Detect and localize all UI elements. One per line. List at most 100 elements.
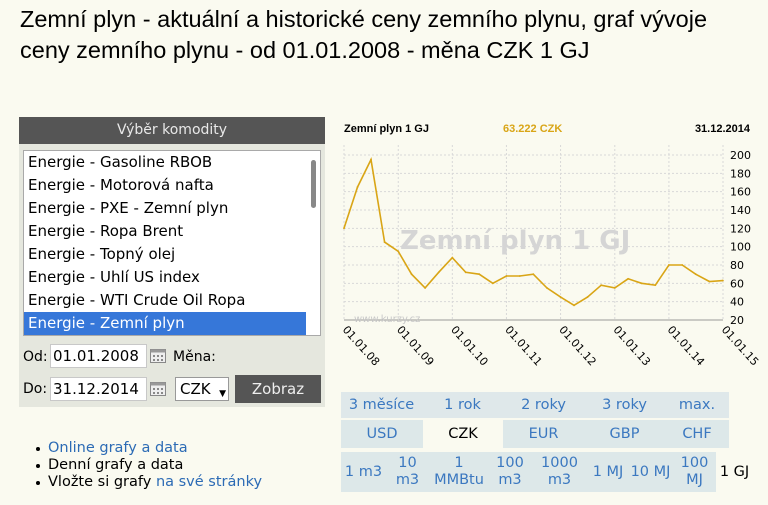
data-point <box>370 158 372 161</box>
y-tick-label: 140 <box>730 204 751 217</box>
chart-last-value: 63.222 CZK <box>503 123 562 135</box>
data-point <box>559 296 562 298</box>
chevron-down-icon: ▼ <box>219 389 226 399</box>
x-tick-label: 01.01.10 <box>448 323 490 368</box>
tab-units[interactable]: 1000 m3 <box>541 455 578 488</box>
data-point <box>694 273 697 276</box>
list-item[interactable]: Energie - Gasoline RBOB <box>28 153 213 171</box>
x-tick-label: 01.01.12 <box>556 323 598 368</box>
data-point <box>437 271 440 274</box>
period-tabs: 3 měsíce 1 rok 2 roky 3 roky max. <box>341 392 729 418</box>
data-point <box>505 275 508 277</box>
commodity-panel: Výběr komodity Energie - Gasoline RBOB En… <box>19 117 325 407</box>
embed-text: Vložte si grafy <box>48 474 152 490</box>
to-date-input[interactable]: 31.12.2014 <box>50 377 147 401</box>
x-tick-label: 01.01.15 <box>719 323 760 368</box>
currency-select[interactable]: CZK ▼ <box>175 377 229 401</box>
tab-currency[interactable]: EUR <box>528 426 559 442</box>
x-tick-label: 01.01.08 <box>340 323 382 368</box>
data-point <box>491 282 494 285</box>
tab-currency[interactable]: CZK <box>423 420 503 448</box>
tab-units[interactable]: 10 m3 <box>395 455 420 488</box>
data-point <box>721 279 724 282</box>
calendar-icon[interactable] <box>150 382 166 396</box>
list-item: Denní grafy a data <box>35 457 262 474</box>
tab-units[interactable]: 100 m3 <box>496 455 524 488</box>
list-item[interactable]: Energie - Motorová nafta <box>28 176 214 194</box>
y-tick-label: 180 <box>730 167 751 180</box>
data-point <box>654 284 657 287</box>
data-point <box>681 264 684 266</box>
tab-units[interactable]: 1 MJ <box>592 463 624 480</box>
y-tick-label: 100 <box>730 241 751 254</box>
data-point <box>546 287 548 289</box>
commodity-listbox[interactable]: Energie - Gasoline RBOB Energie - Motorov… <box>23 150 321 336</box>
y-tick-label: 60 <box>730 277 744 290</box>
currency-tabs: USD CZK EUR GBP CHF <box>341 420 729 448</box>
y-tick-label: 120 <box>730 222 751 235</box>
tab-units[interactable]: 1 m3 <box>344 463 383 480</box>
list-item[interactable]: Energie - Topný olej <box>28 245 176 263</box>
y-tick-label: 20 <box>730 314 744 327</box>
data-point <box>627 277 630 280</box>
list-item[interactable]: Energie - WTI Crude Oil Ropa <box>28 291 246 309</box>
chart-watermark-site: www.kurzy.cz <box>354 314 420 325</box>
calendar-icon[interactable] <box>150 349 166 363</box>
y-tick-label: 80 <box>730 259 744 272</box>
tab-currency[interactable]: USD <box>366 426 398 442</box>
panel-header: Výběr komodity <box>19 117 325 144</box>
unit-tabs: 1 m3 10 m3 1 MMBtu 100 m3 1000 m3 1 MJ 10 MJ 10… <box>341 452 753 492</box>
data-point <box>667 264 670 266</box>
from-date-input[interactable]: 01.01.2008 <box>50 344 147 368</box>
y-tick-label: 200 <box>730 149 751 162</box>
show-button[interactable]: Zobraz <box>235 375 321 403</box>
tab-units[interactable]: 100 MJ <box>680 455 709 488</box>
data-point <box>424 287 426 289</box>
y-tick-label: 160 <box>730 186 751 199</box>
tab-periods[interactable]: 3 roky <box>602 397 647 413</box>
chart-date: 31.12.2014 <box>695 123 751 135</box>
embed-link[interactable]: na své stránky <box>155 474 263 490</box>
data-point <box>478 273 481 276</box>
data-point <box>573 304 575 307</box>
list-item[interactable]: Energie - Ropa Brent <box>28 222 184 240</box>
data-point <box>640 282 643 285</box>
list-item: Online grafy a data <box>35 440 262 457</box>
list-item[interactable]: Energie - Uhlí US index <box>28 268 200 286</box>
data-point <box>518 275 521 277</box>
tab-units[interactable]: 10 MJ <box>630 463 671 480</box>
x-tick-label: 01.01.14 <box>665 323 707 368</box>
tab-periods[interactable]: 3 měsíce <box>348 397 415 413</box>
tab-periods[interactable]: 1 rok <box>444 397 481 413</box>
page-title: Zemní plyn - aktuální a historické ceny … <box>20 6 708 63</box>
chart-watermark: Zemní plyn 1 GJ <box>400 226 630 256</box>
x-tick-label: 01.01.09 <box>394 323 436 368</box>
list-item[interactable]: Energie - PXE - Zemní plyn <box>28 199 229 217</box>
data-point <box>343 227 345 230</box>
data-point <box>356 186 359 188</box>
tab-currency[interactable]: CHF <box>682 426 712 442</box>
from-label: Od: <box>23 349 48 365</box>
chart-title: Zemní plyn 1 GJ <box>344 123 429 135</box>
data-point <box>532 273 535 276</box>
listbox-scrollbar[interactable] <box>306 151 320 335</box>
daily-charts-text: Denní grafy a data <box>48 457 184 473</box>
tab-currency[interactable]: GBP <box>609 426 640 442</box>
to-label: Do: <box>23 381 48 397</box>
data-point <box>708 280 711 283</box>
tab-units[interactable]: 1 MMBtu <box>434 455 484 488</box>
tab-periods[interactable]: max. <box>678 397 716 413</box>
data-point <box>586 296 589 298</box>
currency-select-value: CZK <box>180 380 211 398</box>
scroll-thumb[interactable] <box>311 160 316 208</box>
data-point <box>464 271 467 274</box>
online-charts-link[interactable]: Online grafy a data <box>48 440 188 456</box>
links-list: Online grafy a data Denní grafy a data V… <box>35 440 263 491</box>
list-item: Vložte si grafy na své stránky <box>35 474 263 491</box>
data-point <box>600 284 603 287</box>
tab-units[interactable]: 1 GJ <box>716 452 753 492</box>
list-item[interactable]: Energie - Zemní plyn <box>24 312 308 335</box>
price-chart: Zemní plyn 1 GJ 63.222 CZK 31.12.2014 Ze… <box>340 123 760 368</box>
data-point <box>397 250 400 253</box>
tab-periods[interactable]: 2 roky <box>521 397 566 413</box>
